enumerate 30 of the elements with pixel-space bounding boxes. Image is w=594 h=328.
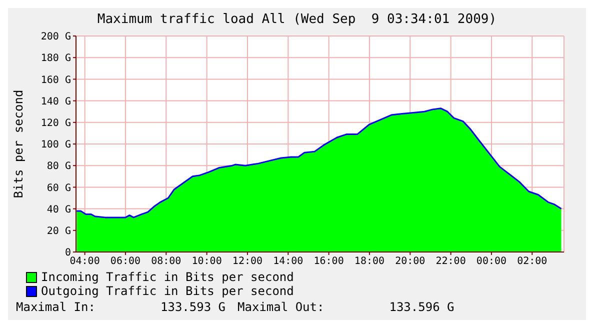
x-tick-label: 00:00 [476,256,507,268]
x-tick-label: 08:00 [151,256,182,268]
y-tick-label: 100 G [40,140,71,151]
chart-title: Maximum traffic load All (Wed Sep 9 03:34:01 2009) [96,11,498,29]
y-tick-label: 160 G [40,74,71,86]
x-tick-label: 04:00 [70,256,100,268]
y-axis-title: Bits per second [11,90,26,198]
x-tick-label: 22:00 [436,256,466,268]
text: Maximal In: 133.593 G [16,300,226,314]
y-tick-label: 120 G [40,118,71,129]
x-tick-label: 10:00 [192,256,222,268]
x-tick-label: 20:00 [395,256,426,268]
x-tick-label: 16:00 [314,256,344,268]
x-tick-label: 18:00 [354,256,385,268]
y-tick-label: 200 G [40,32,71,43]
text: Maximal Out: 133.596 G [238,300,454,314]
x-tick-label: 02:00 [517,256,548,268]
y-tick-label: 180 G [40,53,71,64]
legend-label: Outgoing Traffic in Bits per second [41,284,294,298]
y-tick-label: 40 G [46,204,71,216]
line-series [76,108,562,218]
y-tick-label: 0 [64,248,71,259]
y-tick-label: 140 G [40,96,71,108]
legend-label: Incoming Traffic in Bits per second [41,270,294,284]
x-tick-label: 12:00 [232,256,263,268]
x-tick-label: 06:00 [110,256,141,268]
y-tick-label: 20 G [46,226,71,237]
y-tick-label: 60 G [46,182,71,194]
y-tick-label: 80 G [46,161,71,172]
x-tick-label: 14:00 [273,256,304,268]
